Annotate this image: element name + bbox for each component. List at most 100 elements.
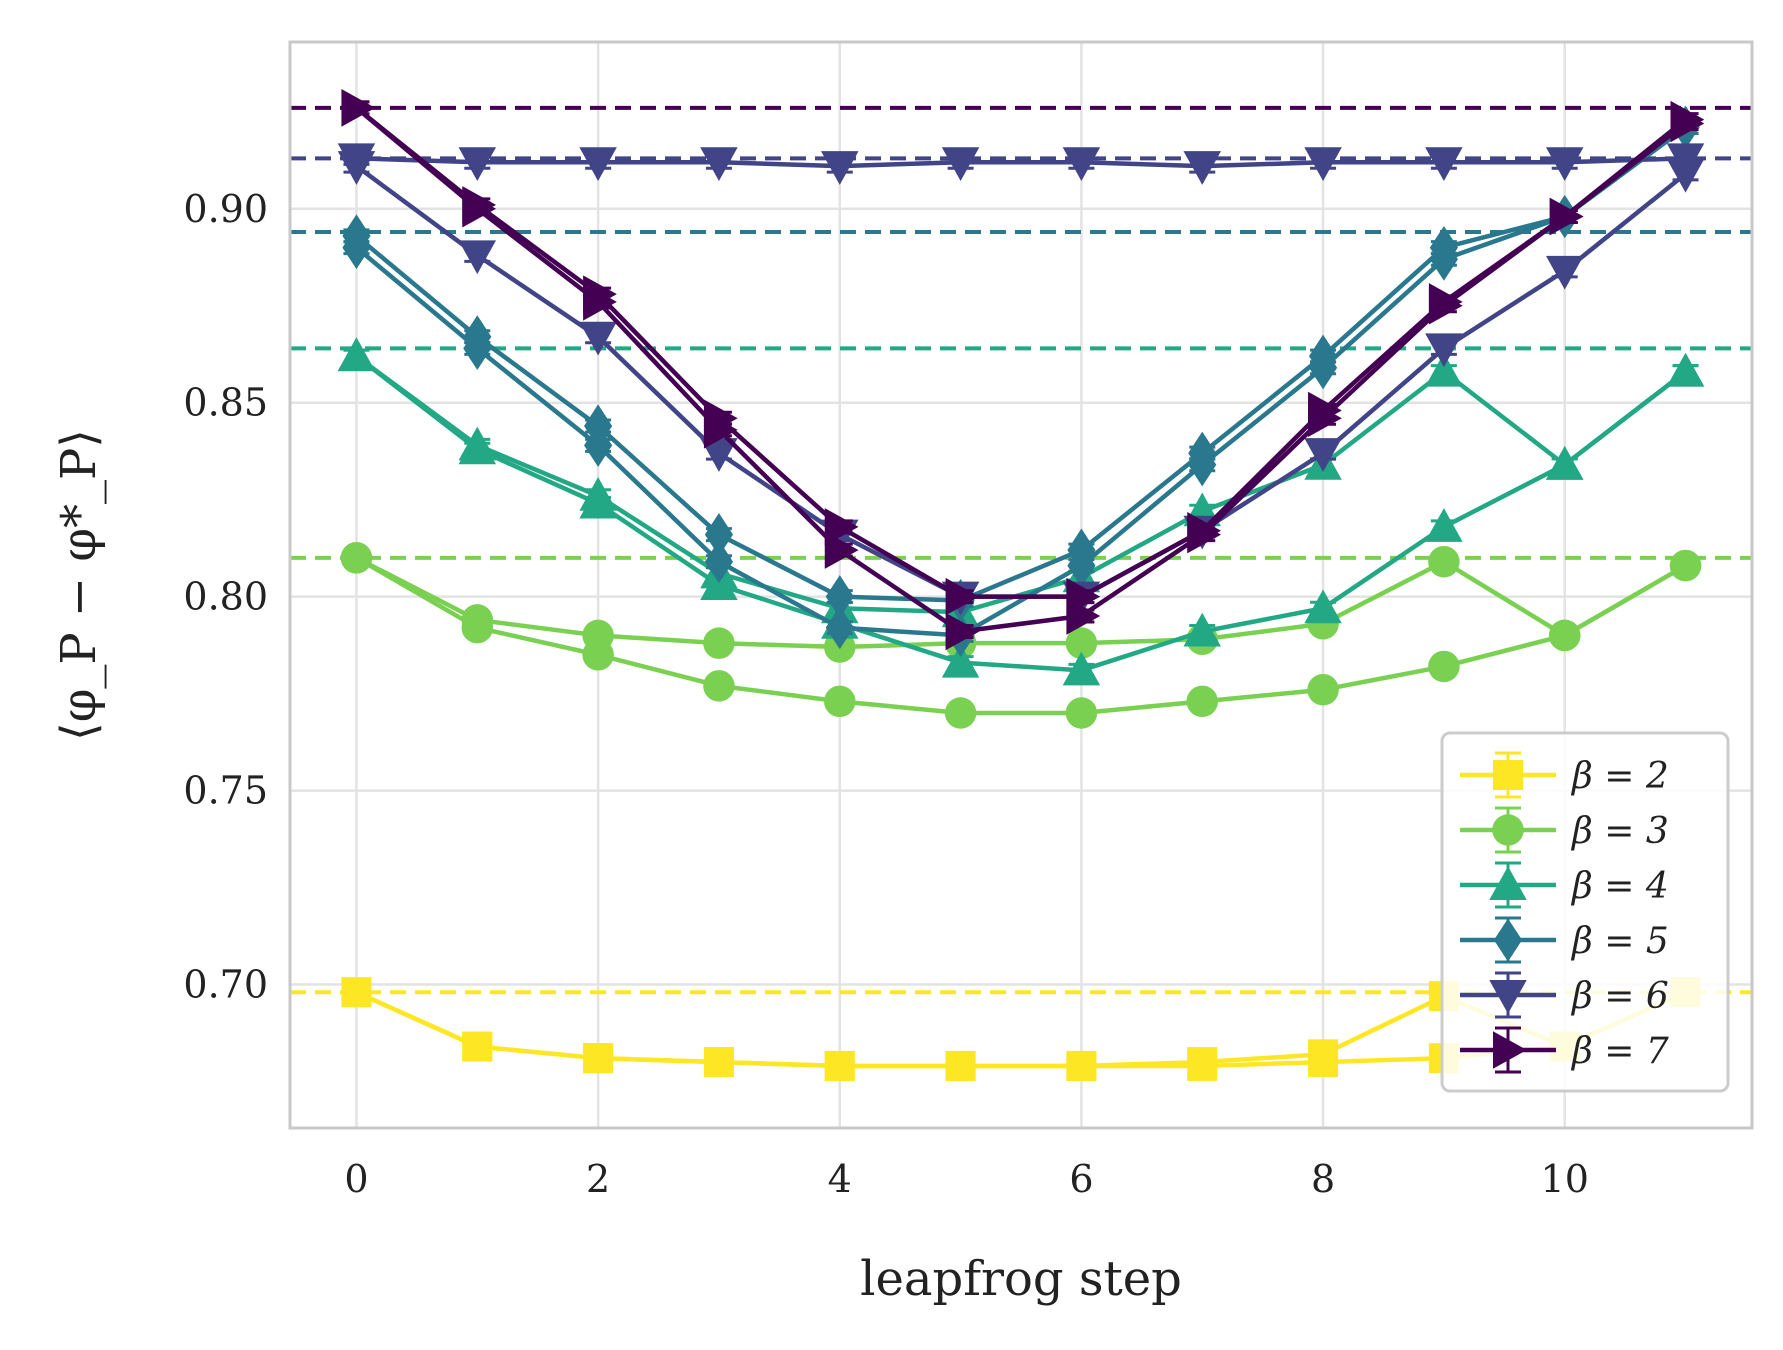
legend-label: β = 4 — [1570, 866, 1669, 907]
legend-item: β = 6 — [1460, 971, 1669, 1019]
legend-label: β = 2 — [1570, 756, 1669, 797]
data-point — [703, 1047, 734, 1078]
data-point — [1428, 545, 1460, 578]
data-point — [1308, 1047, 1339, 1078]
data-point — [584, 423, 613, 467]
data-point — [1304, 438, 1342, 472]
data-point — [944, 697, 977, 729]
x-tick-label: 10 — [1541, 1157, 1589, 1201]
data-point — [1425, 333, 1463, 368]
data-point — [825, 606, 854, 650]
x-tick-label: 4 — [828, 1157, 852, 1201]
data-point — [341, 977, 372, 1008]
series-line — [355, 125, 1687, 603]
series-line — [355, 354, 1687, 673]
data-point — [1065, 697, 1098, 729]
data-point — [458, 430, 497, 465]
legend-marker — [1489, 980, 1527, 1014]
legend-item: β = 2 — [1460, 751, 1669, 799]
data-point — [704, 540, 733, 584]
data-point — [1670, 104, 1705, 143]
data-point — [945, 1050, 976, 1081]
legend-marker — [1489, 866, 1527, 900]
series-line — [356, 156, 1686, 169]
data-point — [1429, 237, 1458, 281]
data-point — [1428, 286, 1463, 325]
legend-label: β = 7 — [1570, 1031, 1669, 1072]
legend: β = 2 β = 3 β = 4 β = 5 β = 6 β = 7 — [1440, 731, 1730, 1093]
y-axis-label: ⟨φ_P − φ*_P⟩ — [51, 429, 107, 741]
legend-marker — [1493, 1031, 1527, 1069]
data-point — [1187, 1050, 1218, 1081]
data-point — [582, 639, 614, 671]
data-point — [579, 147, 617, 181]
legend-item: β = 5 — [1460, 916, 1669, 964]
series — [337, 143, 1705, 616]
y-tick-label: 0.75 — [183, 769, 268, 813]
data-point — [1425, 508, 1463, 542]
legend-marker — [1493, 760, 1523, 790]
data-point — [825, 575, 854, 619]
data-point — [579, 321, 617, 356]
x-axis-label: leapfrog step — [860, 1251, 1182, 1307]
y-tick-label: 0.80 — [183, 575, 268, 619]
data-point — [700, 147, 738, 181]
x-tick-label: 8 — [1311, 1157, 1335, 1201]
data-point — [1549, 197, 1584, 236]
data-point — [1062, 651, 1101, 686]
data-point — [1067, 544, 1096, 588]
data-point — [1425, 147, 1463, 181]
y-tick-label: 0.90 — [183, 187, 268, 231]
data-point — [1309, 346, 1338, 390]
legend-label: β = 5 — [1570, 921, 1669, 962]
data-point — [1428, 650, 1460, 683]
data-point — [1065, 627, 1098, 659]
data-point — [1188, 443, 1217, 487]
data-point — [1183, 612, 1221, 647]
x-tick-label: 6 — [1069, 1157, 1093, 1201]
data-point — [1062, 147, 1101, 181]
data-point — [337, 151, 376, 185]
data-point — [1308, 399, 1342, 437]
data-point — [824, 1050, 855, 1081]
data-point — [821, 151, 859, 185]
data-point — [703, 627, 735, 659]
series — [342, 105, 1700, 657]
data-point — [1545, 446, 1584, 480]
x-tick-label: 0 — [344, 1157, 368, 1201]
data-point — [824, 685, 856, 718]
data-point — [340, 542, 373, 574]
data-point — [462, 1031, 493, 1062]
data-point — [1304, 147, 1342, 181]
data-point — [1186, 685, 1218, 718]
y-tick-label: 0.70 — [183, 962, 268, 1006]
series-line — [355, 555, 1687, 650]
data-point — [341, 89, 376, 127]
series-line — [355, 555, 1687, 716]
data-point — [462, 190, 497, 228]
plot-frame — [288, 40, 1754, 1130]
data-point — [703, 670, 735, 702]
data-point — [1669, 549, 1702, 582]
data-point — [1066, 597, 1101, 635]
data-point — [941, 147, 980, 181]
data-point — [458, 240, 497, 275]
series-line — [355, 106, 1687, 634]
series — [341, 89, 1705, 651]
legend-item: β = 3 — [1460, 806, 1669, 854]
data-point — [1666, 352, 1705, 387]
data-point — [704, 513, 733, 557]
data-point — [941, 643, 980, 678]
data-point — [1545, 147, 1584, 181]
data-point — [945, 577, 980, 616]
data-point — [1066, 1050, 1097, 1081]
data-point — [337, 337, 376, 372]
data-point — [342, 226, 371, 270]
data-point — [1666, 158, 1705, 193]
y-tick-label: 0.85 — [183, 381, 268, 425]
legend-item: β = 4 — [1460, 861, 1669, 909]
legend-label: β = 3 — [1570, 811, 1669, 852]
legend-marker — [1493, 918, 1523, 962]
data-point — [1187, 515, 1221, 554]
